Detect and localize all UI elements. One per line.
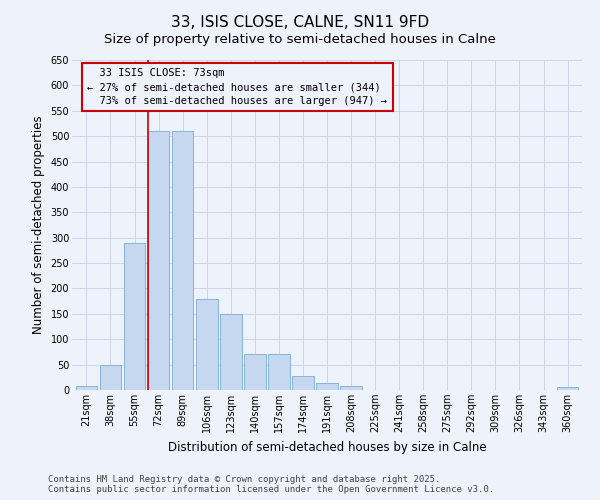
Text: 33 ISIS CLOSE: 73sqm
← 27% of semi-detached houses are smaller (344)
  73% of se: 33 ISIS CLOSE: 73sqm ← 27% of semi-detac… — [88, 68, 388, 106]
Bar — [557, 388, 578, 390]
Bar — [220, 314, 242, 390]
Y-axis label: Number of semi-detached properties: Number of semi-detached properties — [32, 116, 45, 334]
Text: 33, ISIS CLOSE, CALNE, SN11 9FD: 33, ISIS CLOSE, CALNE, SN11 9FD — [171, 15, 429, 30]
Bar — [268, 354, 290, 390]
Bar — [244, 354, 266, 390]
Bar — [100, 364, 121, 390]
Bar — [148, 131, 169, 390]
Bar — [340, 386, 362, 390]
Bar — [76, 386, 97, 390]
X-axis label: Distribution of semi-detached houses by size in Calne: Distribution of semi-detached houses by … — [167, 440, 487, 454]
Bar — [196, 298, 218, 390]
Bar — [124, 243, 145, 390]
Bar — [172, 131, 193, 390]
Bar — [316, 384, 338, 390]
Text: Size of property relative to semi-detached houses in Calne: Size of property relative to semi-detach… — [104, 32, 496, 46]
Text: Contains HM Land Registry data © Crown copyright and database right 2025.
Contai: Contains HM Land Registry data © Crown c… — [48, 474, 494, 494]
Bar — [292, 376, 314, 390]
